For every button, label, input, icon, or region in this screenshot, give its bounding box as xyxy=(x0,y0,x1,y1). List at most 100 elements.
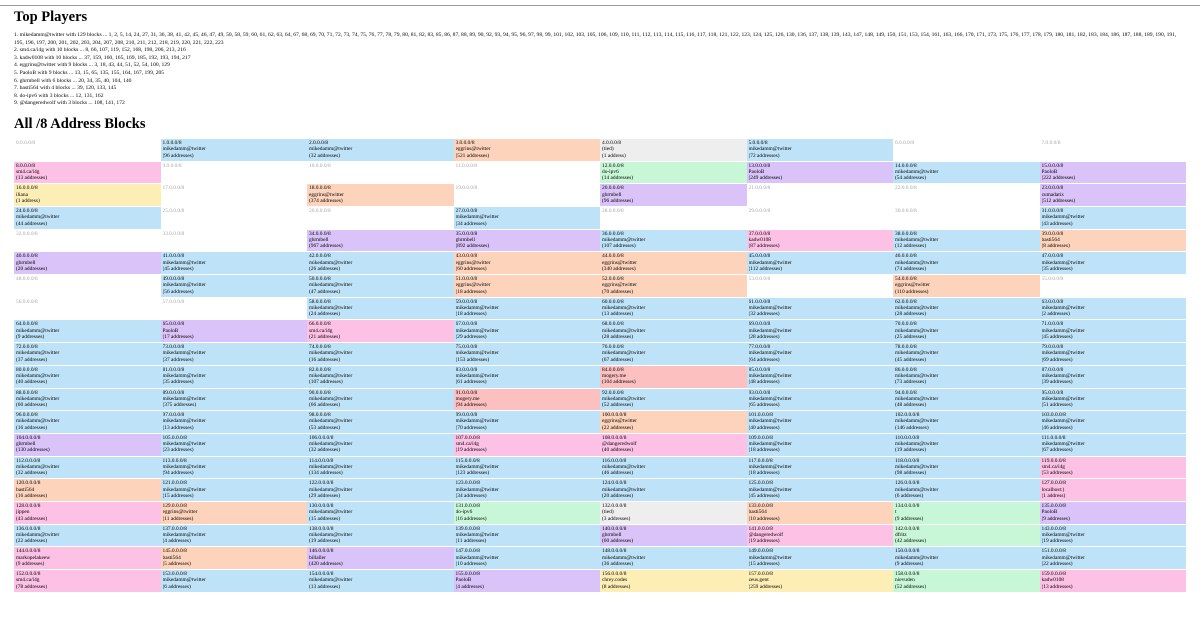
address-block-cell: 7.0.0.0/8 xyxy=(1039,138,1186,162)
block-owner: ghrmbell xyxy=(16,259,36,266)
block-net-label: 21.0.0.0/8 xyxy=(748,185,771,192)
block-address-count: (9 addresses) xyxy=(895,560,924,567)
block-owner: eggrins@twitter xyxy=(602,282,637,289)
address-block-cell: 96.0.0.0/8 mikedamm@twitter (16 addresses) xyxy=(14,411,161,434)
block-net-label: 136.0.0.0/8 xyxy=(16,525,41,532)
address-block-cell: 97.0.0.0/8 mikedamm@twitter (13 addresses) xyxy=(160,411,307,434)
block-net-label: 40.0.0.0/8 xyxy=(16,253,38,260)
block-net-label: 94.0.0.0/8 xyxy=(895,389,917,396)
block-net-label: 141.0.0.0/8 xyxy=(748,525,773,532)
block-owner: kadw0108 xyxy=(748,236,771,243)
block-net-label: 144.0.0.0/8 xyxy=(16,548,41,555)
player-item: 9. @dangeredwolf with 3 blocks ... 108, … xyxy=(14,100,125,107)
address-block-cell: 120.0.0.0/8 basti564 (16 addresses) xyxy=(14,479,161,502)
address-block-cell: 14.0.0.0/8 mikedamm@twitter (54 addresses) xyxy=(893,161,1040,185)
block-owner: mikedamm@twitter xyxy=(455,486,499,493)
address-block-cell: 47.0.0.0/8 mikedamm@twitter (35 addresses) xyxy=(1039,252,1186,276)
block-net-label: 83.0.0.0/8 xyxy=(455,366,478,373)
block-net-label: 97.0.0.0/8 xyxy=(162,412,185,419)
block-address-count: (94 addresses) xyxy=(162,470,194,477)
block-address-count: (43 addresses) xyxy=(16,515,47,522)
address-block-cell: 46.0.0.0/8 mikedamm@twitter (74 addresses) xyxy=(893,252,1040,276)
block-address-count: (15 addresses) xyxy=(748,560,780,567)
address-block-cell: 112.0.0.0/8 mikedamm@twitter (32 addresses… xyxy=(14,456,161,480)
block-net-label: 82.0.0.0/8 xyxy=(309,366,331,373)
block-net-label: 64.0.0.0/8 xyxy=(16,321,38,328)
block-address-count: (259 addresses) xyxy=(748,583,783,590)
player-item: 2. sm4.ca/i4g with 10 blocks ... 8, 66, … xyxy=(14,47,186,54)
block-address-count: (87 addresses) xyxy=(748,243,780,250)
block-address-count: (52 addresses) xyxy=(895,583,926,590)
block-owner: ghrmbell xyxy=(16,441,36,448)
block-net-label: 130.0.0.0/8 xyxy=(309,502,334,509)
block-owner: (tied) xyxy=(602,509,614,516)
block-owner: mikedamm@twitter xyxy=(748,486,792,493)
block-owner: basti564 xyxy=(162,554,181,561)
block-owner: mikedamm@twitter xyxy=(1041,395,1085,402)
address-block-cell: 22.0.0.0/8 xyxy=(893,184,1040,207)
block-owner: mikedamm@twitter xyxy=(455,463,499,470)
block-net-label: 69.0.0.0/8 xyxy=(748,321,771,328)
block-owner: mikedamm@twitter xyxy=(895,168,939,175)
block-address-count: (107 addresses) xyxy=(602,243,636,250)
address-block-cell: 76.0.0.0/8 mikedamm@twitter (67 addresses) xyxy=(600,343,747,366)
block-net-label: 66.0.0.0/8 xyxy=(309,321,331,328)
address-block-cell: 78.0.0.0/8 mikedamm@twitter (45 addresses) xyxy=(893,343,1040,366)
block-address-count: (34 addresses) xyxy=(455,220,487,227)
block-address-count: (110 addresses) xyxy=(895,288,929,295)
address-block-cell: 139.0.0.0/8 mikedamm@twitter (11 addresses… xyxy=(453,524,600,548)
block-owner: PaoloB xyxy=(1041,168,1058,175)
address-block-cell: 21.0.0.0/8 xyxy=(746,184,893,207)
block-owner: eggrins@twitter xyxy=(602,418,637,425)
block-owner: mikedamm@twitter xyxy=(16,373,60,380)
block-net-label: 131.0.0.0/8 xyxy=(455,502,480,509)
block-net-label: 110.0.0.0/8 xyxy=(895,434,920,441)
block-owner: ghrmbell xyxy=(455,236,475,243)
block-address-count: (29 addresses) xyxy=(455,334,487,341)
block-owner: mikedamm@twitter xyxy=(748,441,792,448)
block-address-count: (60 addresses) xyxy=(455,265,487,272)
block-owner: sm4.ca/i4g xyxy=(16,577,40,584)
block-address-count: (70 addresses) xyxy=(602,288,633,295)
address-block-cell: 63.0.0.0/8 mikedamm@twitter (2 addresses) xyxy=(1039,297,1186,321)
address-block-cell: 133.0.0.0/8 basti564 (10 addresses) xyxy=(746,501,893,525)
address-block-cell: 101.0.0.0/8 mikedamm@twitter (40 addresses… xyxy=(746,411,893,434)
address-block-cell: 42.0.0.0/8 mikedamm@twitter (26 addresses) xyxy=(307,252,454,276)
address-block-cell: 51.0.0.0/8 eggrins@twitter (18 addresses) xyxy=(453,275,600,298)
block-address-count: (153 addresses) xyxy=(455,356,490,363)
block-address-count: (112 addresses) xyxy=(748,265,782,272)
block-net-label: 117.0.0.0/8 xyxy=(748,457,773,464)
block-owner: mikedamm@twitter xyxy=(162,463,206,470)
address-block-cell: 31.0.0.0/8 mikedamm@twitter (43 addresses) xyxy=(1039,207,1186,230)
block-owner: mikedamm@twitter xyxy=(748,554,792,561)
block-owner: mikedamm@twitter xyxy=(748,259,792,266)
address-block-cell: 140.0.0.0/8 ghrmbell (60 addresses) xyxy=(600,524,747,548)
block-owner: mikedamm@twitter xyxy=(1041,327,1085,334)
address-block-cell: 79.0.0.0/8 mikedamm@twitter (69 addresses) xyxy=(1039,343,1186,366)
address-block-cell: 53.0.0.0/8 xyxy=(746,275,893,298)
block-net-label: 129.0.0.0/8 xyxy=(162,502,187,509)
address-block-cell: 58.0.0.0/8 mikedamm@twitter (24 addresses) xyxy=(307,297,454,321)
block-address-count: (32 addresses) xyxy=(309,152,340,159)
block-owner: mikedamm@twitter xyxy=(309,577,353,584)
block-net-label: 133.0.0.0/8 xyxy=(748,502,773,509)
block-owner: mikedamm@twitter xyxy=(748,463,792,470)
address-block-cell: 17.0.0.0/8 xyxy=(160,184,307,207)
address-block-cell: 67.0.0.0/8 mikedamm@twitter (29 addresses) xyxy=(453,320,600,344)
address-block-cell: 66.0.0.0/8 sm4.ca/i4g (21 addresses) xyxy=(307,320,454,344)
block-owner: mikedamm@twitter xyxy=(309,373,353,380)
block-owner: zumadatix xyxy=(1041,191,1064,198)
block-net-label: 37.0.0.0/8 xyxy=(748,230,771,237)
block-owner: localhost:) xyxy=(1041,486,1065,493)
block-net-label: 132.0.0.0/8 xyxy=(602,502,627,509)
address-block-cell: 141.0.0.0/8 @dangeredwolf (19 addresses) xyxy=(746,524,893,548)
address-block-cell: 127.0.0.0/8 localhost:) (1 address) xyxy=(1039,479,1186,502)
block-owner: eggrins@twitter xyxy=(309,191,344,198)
block-address-count: (70 addresses) xyxy=(455,424,487,431)
block-address-count: (72 addresses) xyxy=(748,152,780,159)
address-block-cell: 134.0.0.0/8 t (9 addresses) xyxy=(893,501,1040,525)
block-net-label: 142.0.0.0/8 xyxy=(895,525,920,532)
block-address-count: (249 addresses) xyxy=(748,175,783,182)
block-owner: markopelakeew xyxy=(16,554,51,561)
block-owner: PaoloB xyxy=(748,168,765,175)
